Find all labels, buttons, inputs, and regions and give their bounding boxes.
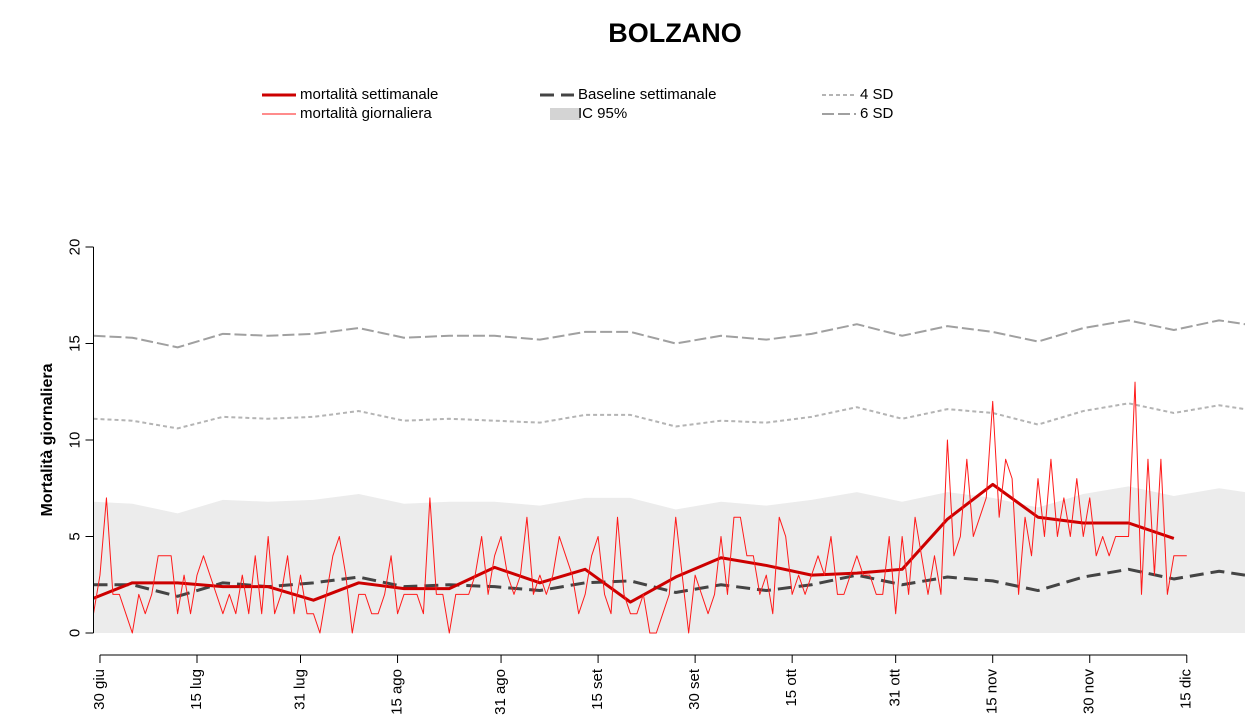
y-axis-label: Mortalità giornaliera xyxy=(39,363,56,516)
x-tick-label: 31 ott xyxy=(887,668,904,706)
x-tick-label: 15 nov xyxy=(984,669,1001,715)
series-line xyxy=(93,319,1245,349)
y-tick-label: 10 xyxy=(66,432,83,449)
x-tick-label: 30 nov xyxy=(1081,669,1098,715)
y-tick-label: 15 xyxy=(66,335,83,352)
x-tick-label: 30 set xyxy=(686,668,703,710)
x-tick-label: 15 set xyxy=(589,668,606,710)
y-tick-label: 5 xyxy=(66,532,83,540)
x-tick-label: 30 giu xyxy=(91,669,108,710)
legend-label: mortalità giornaliera xyxy=(300,105,432,122)
legend-label: 4 SD xyxy=(860,86,894,103)
chart-title: BOLZANO xyxy=(608,18,741,48)
y-tick-label: 20 xyxy=(66,239,83,256)
series-line xyxy=(93,567,1245,598)
series-line xyxy=(92,482,1175,604)
x-tick-label: 31 lug xyxy=(291,669,308,710)
y-tick-label: 0 xyxy=(66,629,83,637)
x-tick-label: 31 ago xyxy=(492,669,509,715)
series-line xyxy=(93,402,1245,430)
confidence-band xyxy=(93,486,1245,633)
legend-label: mortalità settimanale xyxy=(300,86,438,103)
x-tick-label: 15 ago xyxy=(389,669,406,715)
legend-swatch xyxy=(550,108,580,120)
legend-label: IC 95% xyxy=(578,105,627,122)
x-tick-label: 15 lug xyxy=(188,669,205,710)
x-tick-label: 15 dic xyxy=(1178,669,1195,710)
legend-label: 6 SD xyxy=(860,105,894,122)
legend-label: Baseline settimanale xyxy=(578,86,716,103)
x-tick-label: 15 ott xyxy=(783,668,800,706)
series-line xyxy=(93,381,1187,634)
